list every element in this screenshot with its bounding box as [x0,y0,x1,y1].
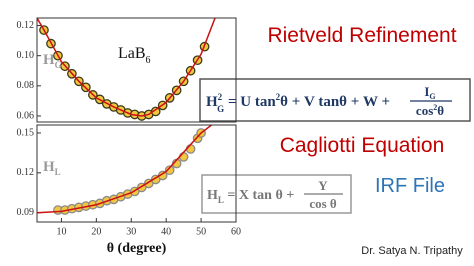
y-tick-label: 0.08 [17,80,35,91]
data-point [178,152,189,162]
y-label: HG [43,52,62,70]
f: = U tan [224,94,276,110]
f: L [218,195,224,205]
y-label-main: H [43,52,55,68]
formula-num: Y [318,178,328,193]
f: G [217,104,224,114]
f: 2 [276,92,281,102]
x-tick-label: 30 [126,226,136,237]
label: IRF File [375,175,445,197]
x-tick-label: 60 [231,226,241,237]
f: = X tan θ + [224,188,294,203]
y-tick-label: 0.09 [17,207,35,218]
annotation-sub: 6 [146,55,151,66]
formula: HL = X tan θ + [207,188,294,205]
plot-area [37,18,216,121]
x-label: θ (degree) [107,241,167,256]
f: G [429,92,435,101]
plot-frame [36,17,237,123]
y-label-sub: G [55,60,62,70]
x-tick-label: 50 [196,226,206,237]
author: Dr. Satya N. Tripathy [361,245,463,257]
f: θ + V tanθ + W + [280,94,390,110]
formula-den: cos2θ [416,103,444,118]
fit-line [37,125,213,214]
y-tick-label: 0.12 [17,167,35,178]
plot-area [37,125,213,215]
formula: H2 G = U tan2θ + V tanθ + W + [206,92,390,114]
annotation-main: LaB [118,45,146,62]
x-tick-label: 10 [56,226,66,237]
annotation: LaB6 [118,45,151,66]
x-tick-label: 20 [91,226,101,237]
f: H [207,188,218,203]
x-tick-label: 40 [161,226,171,237]
f: 2 [433,103,437,112]
data-point [164,165,175,176]
fit-line [37,18,216,117]
y-tick-label: 0.10 [17,50,35,61]
data-point [185,144,196,154]
title: Rietveld Refinement [267,24,456,47]
f: cos [416,103,433,118]
y-tick-label: 0.12 [17,20,35,31]
formula-num: IG [424,84,435,101]
f: H [206,94,218,110]
plot-frame [36,124,237,223]
data-point [150,106,161,117]
formula-box [199,78,471,122]
y-label-main: H [43,159,55,175]
y-tick-label: 0.06 [17,110,35,121]
subtitle: Cagliotti Equation [280,134,445,157]
y-tick-label: 0.15 [17,127,35,138]
f: θ [437,103,444,118]
y-label: HL [43,159,61,177]
f: I [424,84,429,99]
f: 2 [218,92,223,102]
y-label-sub: L [55,167,61,177]
formula-den: cos θ [309,196,337,211]
